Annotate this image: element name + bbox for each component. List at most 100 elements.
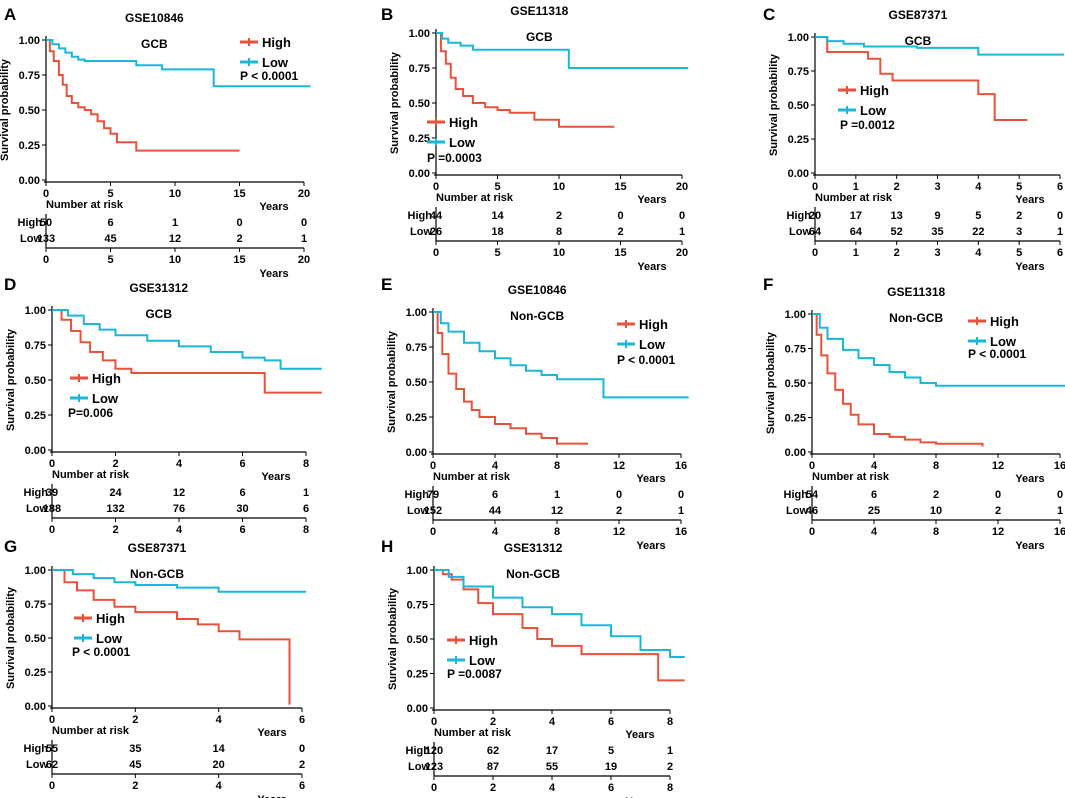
risk-x-tick-label: 5: [494, 247, 500, 259]
legend-label-low: Low: [990, 334, 1017, 349]
x-tick-label: 10: [553, 181, 565, 193]
risk-row-label-low: Low: [20, 233, 42, 245]
x-tick-label: 0: [49, 458, 55, 470]
risk-x-axis-label: Years: [257, 794, 286, 798]
y-tick-label: 0.75: [409, 63, 430, 75]
risk-x-tick-label: 0: [809, 526, 815, 538]
panel-G: G GSE87371 Non-GCB 0.00 0.25 0.50 0.75 1.00 Surv…: [4, 537, 307, 798]
panel-B: B GSE11318 GCB 0.00 0.25 0.50 0.75 1.00 Survival…: [381, 4, 689, 273]
risk-count: 0: [299, 743, 305, 755]
y-tick-label: 0.25: [19, 140, 40, 152]
risk-count: 13: [891, 210, 903, 222]
risk-count: 87: [487, 761, 499, 773]
risk-x-tick-label: 5: [107, 254, 113, 266]
y-axis-label: Survival probability: [386, 330, 398, 433]
risk-count: 5: [608, 745, 614, 757]
x-tick-label: 4: [871, 460, 878, 472]
legend-label-high: High: [469, 633, 498, 648]
risk-x-tick-label: 0: [49, 524, 55, 536]
risk-count: 1: [679, 226, 685, 238]
risk-count: 0: [1057, 489, 1063, 501]
y-tick-label: 1.00: [19, 35, 40, 47]
x-axis-label: Years: [1015, 473, 1044, 485]
risk-count: 55: [546, 761, 558, 773]
risk-x-tick-label: 4: [492, 526, 499, 538]
risk-row-label-high: High: [405, 489, 430, 501]
x-tick-label: 8: [933, 460, 939, 472]
y-tick-label: 0.00: [409, 168, 430, 180]
y-tick-label: 0.00: [788, 168, 809, 180]
risk-count: 45: [104, 233, 116, 245]
risk-count: 62: [487, 745, 499, 757]
risk-x-tick-label: 4: [549, 782, 556, 794]
risk-x-tick-label: 0: [433, 247, 439, 259]
km-curve-high: [434, 569, 685, 682]
y-tick-label: 0.00: [407, 703, 428, 715]
risk-x-tick-label: 4: [871, 526, 878, 538]
y-axis-label: Survival probability: [5, 328, 17, 431]
x-tick-label: 15: [233, 188, 245, 200]
panel-title: GSE11318: [510, 4, 568, 18]
risk-x-tick-label: 10: [169, 254, 181, 266]
panel-letter: B: [381, 5, 393, 24]
risk-table-title: Number at risk: [433, 471, 511, 483]
x-axis-label: Years: [261, 471, 290, 483]
y-tick-label: 0.25: [409, 133, 430, 145]
risk-row-label-high: High: [24, 743, 49, 755]
risk-x-tick-label: 8: [667, 782, 673, 794]
risk-x-tick-label: 20: [298, 254, 310, 266]
x-axis-label: Years: [637, 194, 666, 206]
risk-count: 17: [850, 210, 862, 222]
risk-count: 0: [617, 210, 623, 222]
panel-subtitle: GCB: [905, 34, 932, 48]
y-tick-label: 0.00: [25, 701, 46, 713]
risk-count: 35: [931, 226, 943, 238]
legend-label-low: Low: [469, 653, 496, 668]
risk-x-tick-label: 20: [676, 247, 688, 259]
risk-x-tick-label: 3: [934, 247, 940, 259]
risk-row-label-high: High: [787, 210, 812, 222]
risk-row-label-high: High: [784, 489, 809, 501]
risk-count: 5: [975, 210, 981, 222]
y-tick-label: 0.50: [25, 375, 46, 387]
y-axis-label: Survival probability: [0, 58, 11, 161]
p-value: P =0.0087: [447, 667, 502, 681]
risk-x-tick-label: 4: [216, 780, 223, 792]
risk-x-axis-label: Years: [1015, 540, 1044, 552]
risk-count: 2: [933, 489, 939, 501]
panel-C: C GSE87371 GCB 0.00 0.25 0.50 0.75 1.00 Survival…: [763, 5, 1065, 273]
risk-table-title: Number at risk: [436, 192, 514, 204]
panel-title: GSE11318: [887, 285, 945, 299]
panel-D: D GSE31312 GCB 0.00 0.25 0.50 0.75 1.00 Survival…: [4, 275, 322, 536]
x-tick-label: 0: [431, 716, 437, 728]
x-tick-label: 0: [809, 460, 815, 472]
risk-count: 2: [556, 210, 562, 222]
x-tick-label: 2: [132, 714, 138, 726]
y-tick-label: 0.75: [25, 340, 46, 352]
panel-letter: C: [763, 5, 775, 24]
risk-count: 2: [236, 233, 242, 245]
risk-count: 14: [491, 210, 504, 222]
x-tick-label: 15: [614, 181, 626, 193]
panel-letter: A: [4, 5, 16, 24]
km-curve-high: [433, 311, 588, 445]
risk-table-title: Number at risk: [46, 199, 124, 211]
panel-H: H GSE31312 Non-GCB 0.00 0.25 0.50 0.75 1.00 Surv…: [381, 537, 685, 798]
x-tick-label: 4: [216, 714, 223, 726]
km-curve-high: [812, 313, 984, 447]
risk-x-tick-label: 2: [132, 780, 138, 792]
p-value: P < 0.0001: [72, 645, 130, 659]
y-tick-label: 0.25: [788, 134, 809, 146]
y-tick-label: 1.00: [25, 565, 46, 577]
legend-label-high: High: [639, 317, 668, 332]
x-tick-label: 5: [1016, 181, 1022, 193]
risk-count: 18: [491, 226, 503, 238]
panel-letter: D: [4, 275, 16, 294]
risk-count: 0: [678, 489, 684, 501]
x-tick-label: 6: [608, 716, 614, 728]
panel-title: GSE10846: [125, 11, 184, 25]
risk-count: 52: [891, 226, 903, 238]
x-tick-label: 4: [549, 716, 556, 728]
risk-x-tick-label: 8: [933, 526, 939, 538]
